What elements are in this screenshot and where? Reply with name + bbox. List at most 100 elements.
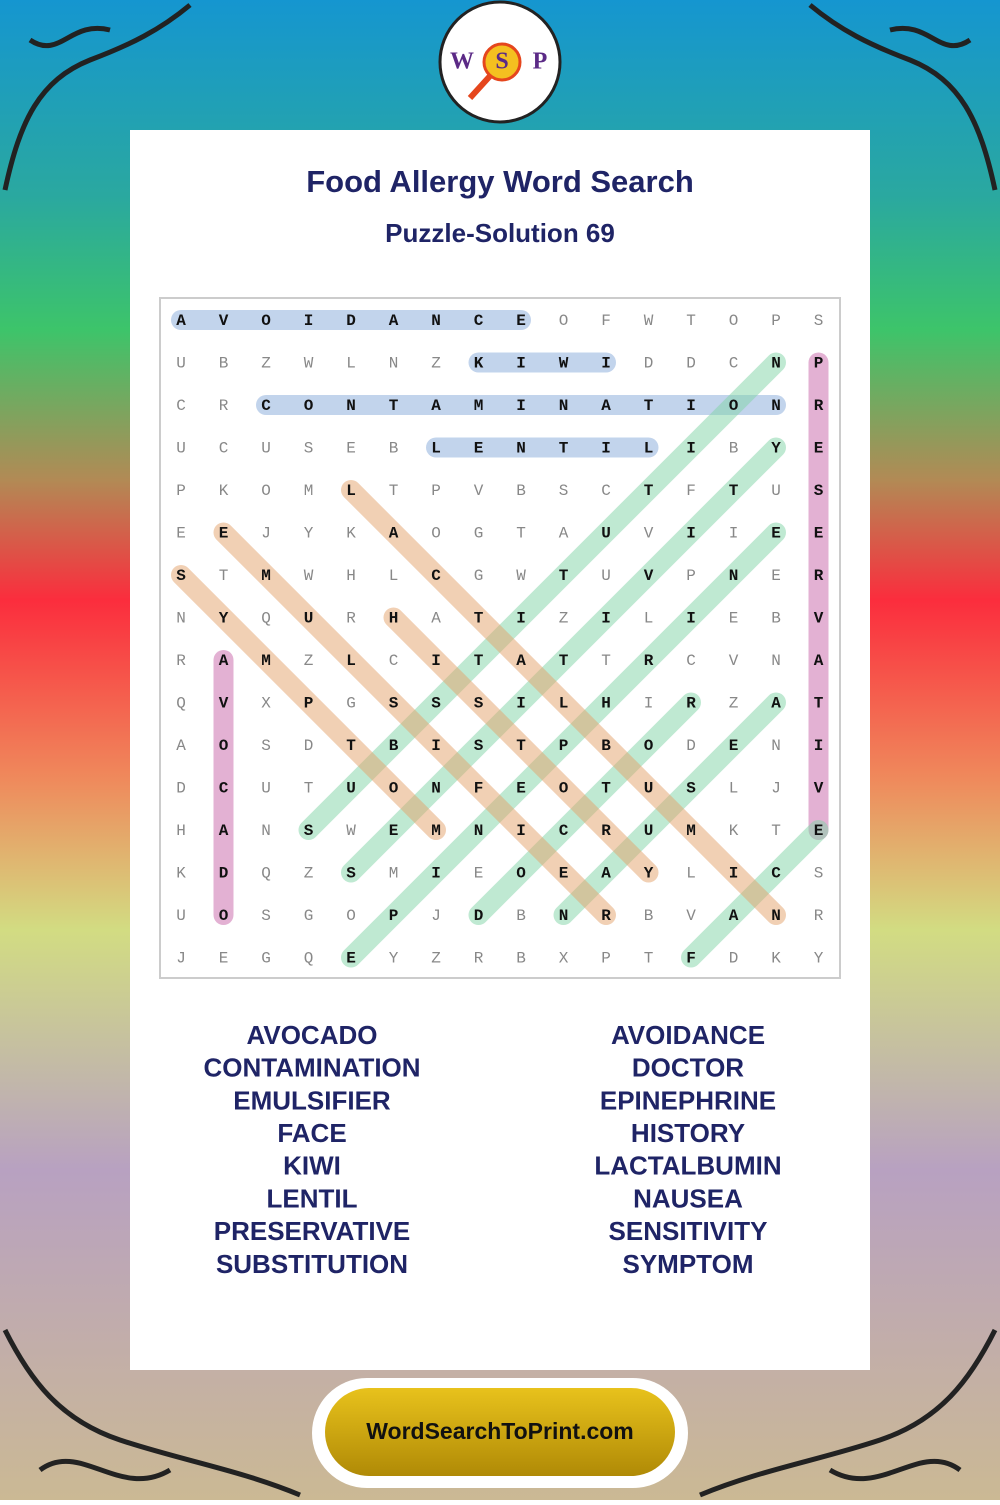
- grid-letter: P: [389, 907, 399, 925]
- word: AVOCADO: [247, 1020, 378, 1050]
- grid-letter: I: [601, 610, 611, 628]
- word: LACTALBUMIN: [594, 1151, 781, 1181]
- grid-letter: S: [261, 737, 271, 755]
- grid-letter: O: [346, 907, 356, 925]
- word: HISTORY: [631, 1118, 745, 1148]
- grid-letter: N: [516, 440, 526, 458]
- grid-letter: L: [346, 355, 356, 373]
- grid-letter: T: [389, 482, 399, 500]
- grid-letter: O: [219, 907, 229, 925]
- grid-letter: T: [644, 397, 654, 415]
- grid-letter: A: [389, 312, 399, 330]
- grid-letter: Z: [431, 355, 441, 373]
- grid-letter: F: [474, 780, 484, 798]
- logo-handle: [467, 73, 493, 101]
- grid-letter: C: [176, 397, 186, 415]
- grid-letter: I: [431, 652, 441, 670]
- grid-letter: I: [686, 525, 696, 543]
- grid-letter: I: [431, 737, 441, 755]
- grid-letter: N: [176, 610, 186, 628]
- grid-letter: V: [644, 567, 654, 585]
- grid-letter: A: [601, 397, 611, 415]
- grid-letter: O: [559, 780, 569, 798]
- site-button[interactable]: [325, 1388, 675, 1476]
- word: SUBSTITUTION: [216, 1249, 408, 1279]
- grid-letter: S: [389, 695, 399, 713]
- grid-letter: O: [431, 525, 441, 543]
- grid-letter: O: [389, 780, 399, 798]
- grid-letter: I: [431, 865, 441, 883]
- site-link[interactable]: WordSearchToPrint.com: [366, 1418, 634, 1444]
- grid-letter: D: [304, 737, 314, 755]
- grid-letter: D: [474, 907, 484, 925]
- word: SENSITIVITY: [609, 1216, 768, 1246]
- grid-letter: T: [644, 482, 654, 500]
- grid-letter: M: [261, 652, 271, 670]
- grid-letter: A: [516, 652, 526, 670]
- grid-letter: C: [261, 397, 271, 415]
- grid-letter: I: [729, 525, 739, 543]
- grid-letter: E: [814, 822, 824, 840]
- grid-letter: Q: [261, 865, 271, 883]
- grid-letter: Q: [261, 610, 271, 628]
- grid-letter: Y: [644, 865, 654, 883]
- grid-letter: O: [729, 312, 739, 330]
- grid-letter: U: [601, 525, 611, 543]
- grid-letter: P: [686, 567, 696, 585]
- grid-letters: A V O I D A N C E O F W T O P S U B Z W L N Z K I W I D D C N P C R C O N T A M…: [176, 312, 824, 968]
- grid-letter: K: [346, 525, 356, 543]
- grid-letter: U: [601, 567, 611, 585]
- grid-letter: O: [729, 397, 739, 415]
- grid-letter: I: [516, 355, 526, 373]
- grid-letter: Y: [304, 525, 314, 543]
- grid-letter: S: [686, 780, 696, 798]
- word: NAUSEA: [633, 1183, 743, 1213]
- grid-letter: W: [346, 822, 356, 840]
- grid-letter: I: [304, 312, 314, 330]
- grid-letter: V: [686, 907, 696, 925]
- grid-letter: K: [176, 865, 186, 883]
- grid-letter: T: [516, 525, 526, 543]
- grid-letter: D: [346, 312, 356, 330]
- grid-letter: M: [686, 822, 696, 840]
- grid-letter: L: [431, 440, 441, 458]
- grid-letter: G: [304, 907, 314, 925]
- grid-letter: N: [431, 312, 441, 330]
- grid-letter: O: [261, 312, 271, 330]
- grid-letter: K: [219, 482, 229, 500]
- grid-letter: I: [644, 695, 654, 713]
- grid-letter: D: [729, 950, 739, 968]
- grid-letter: R: [601, 822, 611, 840]
- grid-letter: C: [729, 355, 739, 373]
- title: Food Allergy Word Search: [306, 164, 694, 199]
- grid-letter: J: [176, 950, 186, 968]
- grid-letter: L: [644, 610, 654, 628]
- grid-letter: S: [346, 865, 356, 883]
- grid-letter: Y: [814, 950, 824, 968]
- grid-letter: N: [771, 355, 781, 373]
- grid-letter: U: [644, 780, 654, 798]
- word: FACE: [277, 1118, 346, 1148]
- grid-letter: B: [389, 737, 399, 755]
- grid-letter: H: [176, 822, 186, 840]
- grid-letter: T: [474, 610, 484, 628]
- grid-letter: H: [389, 610, 399, 628]
- grid-letter: I: [814, 737, 824, 755]
- grid-letter: T: [686, 312, 696, 330]
- grid-letter: T: [219, 567, 229, 585]
- grid-letter: A: [176, 737, 186, 755]
- grid-letter: T: [474, 652, 484, 670]
- grid-letter: P: [601, 950, 611, 968]
- grid-letter: E: [771, 567, 781, 585]
- grid-letter: E: [814, 525, 824, 543]
- grid-letter: J: [431, 907, 441, 925]
- grid-letter: L: [389, 567, 399, 585]
- grid-letter: N: [771, 907, 781, 925]
- word-highlight: [341, 437, 786, 883]
- grid-letter: P: [814, 355, 824, 373]
- word: PRESERVATIVE: [214, 1216, 411, 1246]
- grid-letter: E: [346, 950, 356, 968]
- grid-letter: S: [176, 567, 186, 585]
- grid-letter: I: [601, 440, 611, 458]
- grid-letter: R: [814, 567, 824, 585]
